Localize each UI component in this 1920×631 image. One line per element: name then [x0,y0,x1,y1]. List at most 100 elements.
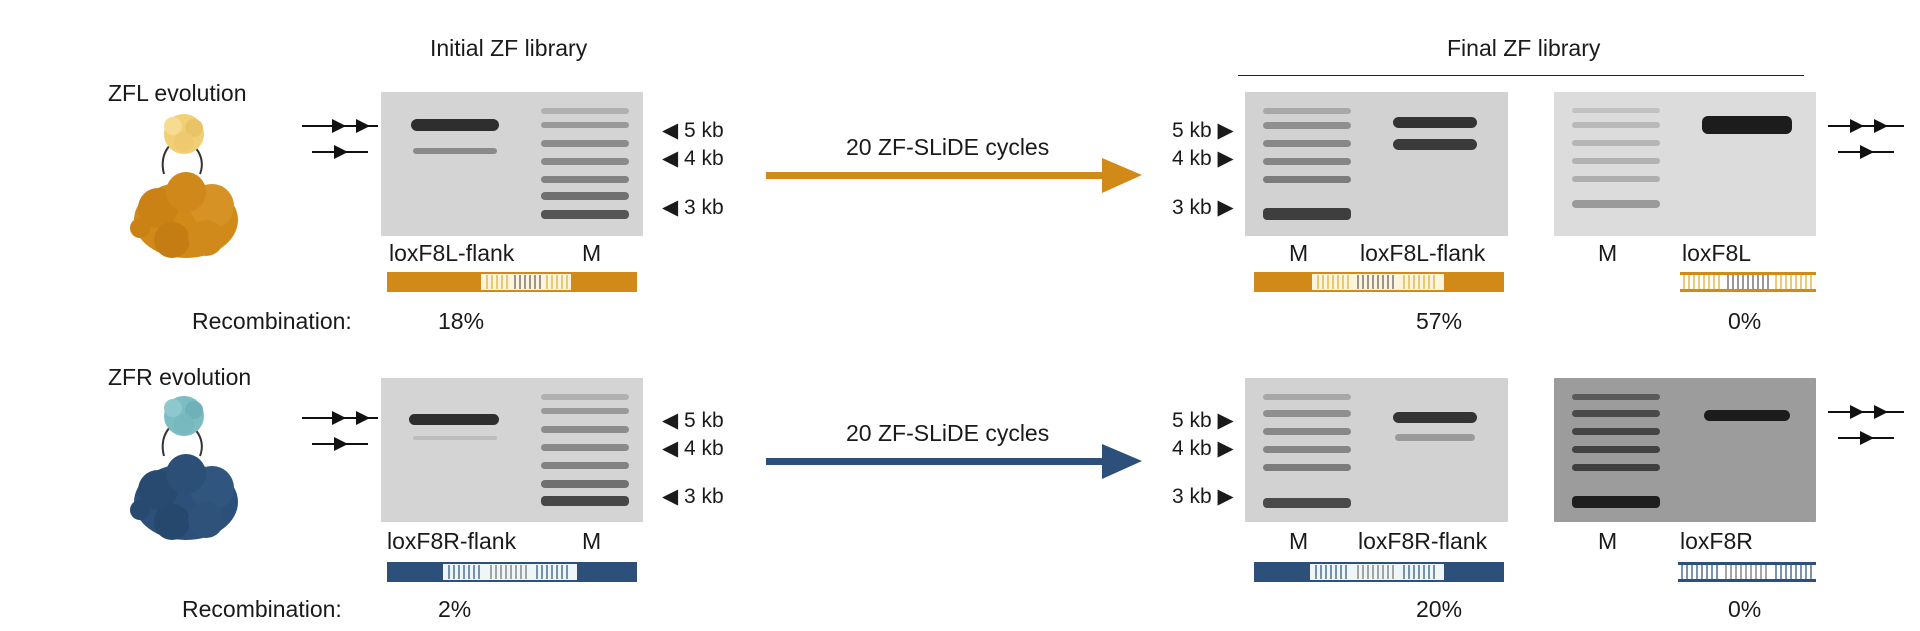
zfl-final-site-gel [1554,92,1816,236]
zfr-final-ladder-band [1263,498,1351,508]
zfl-site-ladder-band [1572,140,1660,146]
zfr-cycles-label: 20 ZF-SLiDE cycles [846,420,1050,446]
zfr-site-ladder-band [1572,428,1660,435]
zfl-final-flank-lane-label: loxF8L-flank [1360,240,1486,266]
zfr-initial-ladder-band [541,426,629,433]
zfl-initial-ladder-band [541,192,629,200]
zfr-initial-gel [381,378,643,522]
zfl-final-site-ladder-label: M [1598,240,1618,266]
marker-label: 5 kb [683,409,724,432]
zfl-initial-ladder-label: M [582,240,602,266]
zfl-site-band [1702,116,1792,134]
zfl-initial-gel [381,92,643,236]
zfr-cycles-arrow [766,444,1142,479]
zfl-final-marker-5kb: 5 kb ▶ [1172,119,1234,142]
zfl-cycles-arrow [766,158,1142,193]
zfr-final-marker-3kb: 3 kb ▶ [1172,485,1234,508]
marker-label: 3 kb [683,485,724,508]
zfr-evolution-label: ZFR evolution [108,364,252,390]
zfl-site-ladder-band [1572,200,1660,208]
zfr-final-ladder-band [1263,394,1351,400]
zfl-final-flank-recombination-value: 57% [1416,308,1463,334]
zfl-initial-primer-arrows [302,119,378,159]
zfl-final-marker-3kb: 3 kb ▶ [1172,196,1234,219]
zfl-protein-icon [130,114,238,258]
zfl-initial-ladder-band [541,122,629,128]
zfr-site-band [1704,410,1790,421]
zfr-site-ladder-band [1572,464,1660,471]
final-library-bracket-line [1238,75,1804,76]
zfr-final-flank-ladder-label: M [1289,528,1309,554]
zfr-initial-ladder-band [541,496,629,506]
marker-label: 4 kb [1172,147,1212,170]
zfr-final-band-4kb [1395,434,1475,441]
header-final-library: Final ZF library [1447,35,1601,61]
zfl-final-ladder-band [1263,108,1351,114]
zfr-final-construct-bar [1254,562,1504,582]
zfl-site-construct-bar [1680,272,1816,292]
zfl-final-site-recombination-value: 0% [1728,308,1762,334]
zfr-site-ladder-band [1572,496,1660,508]
marker-label: 3 kb [1172,485,1212,508]
zfl-initial-band-4kb [413,148,497,154]
zfl-initial-ladder-band [541,176,629,183]
zfr-final-ladder-band [1263,428,1351,435]
zfl-final-primer-arrows [1828,119,1904,159]
zfr-initial-marker-5kb: ◀ 5 kb [662,409,724,432]
zfl-site-ladder-band [1572,122,1660,128]
zfr-site-ladder-band [1572,394,1660,400]
zfl-cycles-label: 20 ZF-SLiDE cycles [846,134,1050,160]
zfr-site-ladder-band [1572,410,1660,417]
zfl-initial-ladder-band [541,140,629,147]
zfl-final-flank-ladder-label: M [1289,240,1309,266]
zfr-initial-ladder-band [541,480,629,488]
zfl-final-flank-gel [1245,92,1508,236]
zfl-final-construct-bar [1254,272,1504,292]
zfl-final-band-5kb [1393,117,1477,128]
zfl-initial-band-5kb [411,119,499,131]
zfr-initial-lane-label: loxF8R-flank [387,528,517,554]
zfl-final-ladder-band [1263,122,1351,129]
zfl-initial-ladder-band [541,210,629,219]
zfr-final-ladder-band [1263,410,1351,417]
zfr-final-flank-lane-label: loxF8R-flank [1358,528,1488,554]
zfl-final-ladder-band [1263,140,1351,147]
marker-label: 5 kb [1172,409,1212,432]
zfr-final-ladder-band [1263,446,1351,453]
zfl-recombination-label: Recombination: [192,308,352,334]
zfr-initial-recombination-value: 2% [438,596,472,622]
zfl-site-ladder-band [1572,158,1660,164]
zfl-initial-construct-bar [387,272,637,292]
zfr-initial-marker-4kb: ◀ 4 kb [662,437,724,460]
zfl-initial-lane-label: loxF8L-flank [389,240,515,266]
marker-label: 4 kb [1172,437,1212,460]
zfr-initial-ladder-band [541,394,629,400]
marker-label: 3 kb [1172,196,1212,219]
zfr-initial-ladder-band [541,408,629,414]
marker-label: 5 kb [1172,119,1212,142]
zfr-initial-band-4kb [413,436,497,440]
zfl-initial-ladder-band [541,158,629,165]
zfr-final-primer-arrows [1828,405,1904,445]
zfr-initial-ladder-label: M [582,528,602,554]
zfr-initial-ladder-band [541,444,629,451]
zfr-final-site-ladder-label: M [1598,528,1618,554]
zfr-final-site-recombination-value: 0% [1728,596,1762,622]
marker-label: 5 kb [683,119,724,142]
zfr-final-site-lane-label: loxF8R [1680,528,1753,554]
zfr-initial-ladder-band [541,462,629,469]
marker-label: 4 kb [683,147,724,170]
zfr-site-ladder-band [1572,446,1660,453]
zfl-final-ladder-band [1263,158,1351,165]
zfr-final-ladder-band [1263,464,1351,471]
header-initial-library: Initial ZF library [430,35,588,61]
zfr-final-band-5kb [1393,412,1477,423]
zfl-final-band-4kb [1393,139,1477,150]
zfr-recombination-label: Recombination: [182,596,342,622]
zfl-initial-marker-5kb: ◀ 5 kb [662,119,724,142]
zfl-final-ladder-band [1263,176,1351,183]
marker-label: 4 kb [683,437,724,460]
zfr-initial-construct-bar [387,562,637,582]
zfr-final-flank-gel [1245,378,1508,522]
